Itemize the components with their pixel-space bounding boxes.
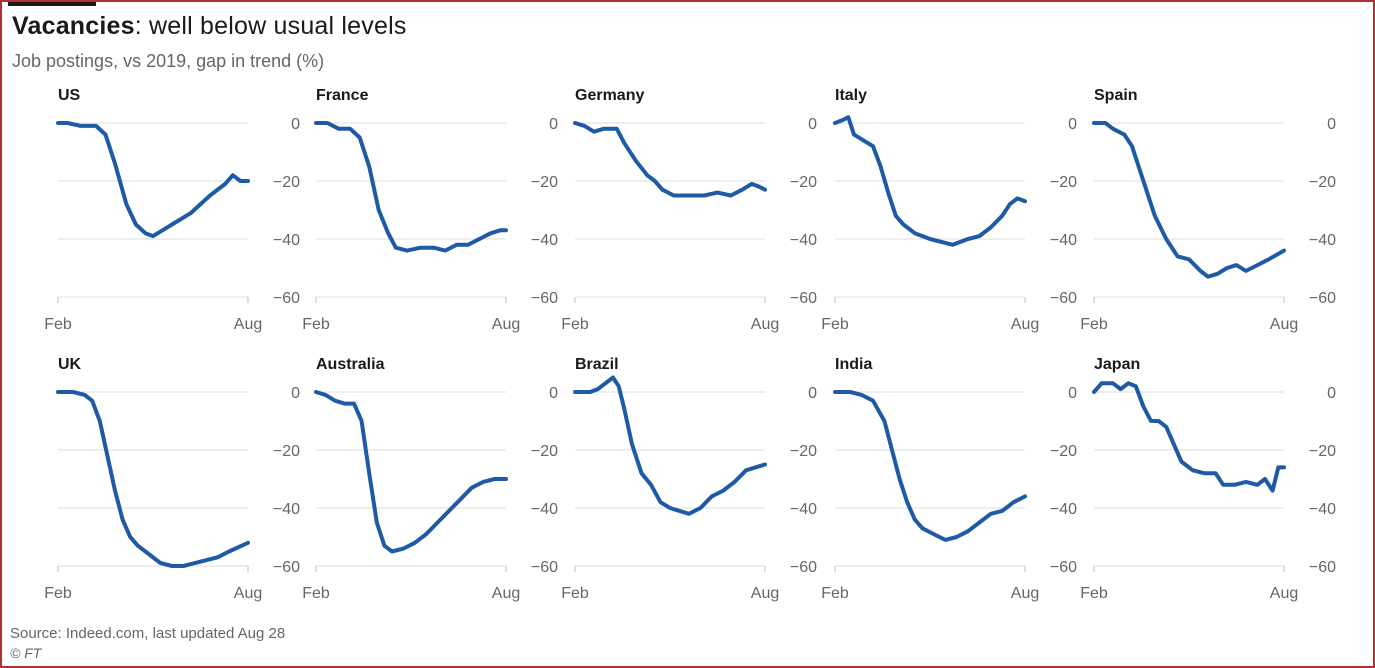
- series-line-india: [833, 390, 1027, 542]
- series-line-japan: [1092, 381, 1286, 493]
- series-line-germany: [573, 121, 767, 198]
- x-tick-label: Feb: [1080, 316, 1108, 333]
- y-tick-label: −20: [273, 174, 300, 191]
- panel-brazil: Brazil 0 −20 −40 −60 Feb Aug: [561, 356, 817, 602]
- y-tick-label: −40: [273, 232, 300, 249]
- panel-india: India 0 −20 −40 −60 Feb Aug: [821, 356, 1077, 602]
- panel-title: India: [835, 356, 872, 373]
- series-line-brazil: [573, 375, 767, 516]
- y-tick-label: −40: [531, 232, 558, 249]
- panel-title: UK: [58, 356, 82, 373]
- x-tick-label: Feb: [561, 585, 589, 602]
- source-note: Source: Indeed.com, last updated Aug 28: [10, 625, 286, 642]
- panel-title: France: [316, 87, 369, 104]
- y-tick-label: 0: [1068, 385, 1077, 402]
- y-tick-label: −20: [1050, 443, 1077, 460]
- panel-title: Brazil: [575, 356, 619, 373]
- y-tick-label: −60: [1050, 290, 1077, 307]
- x-tick-label: Aug: [234, 585, 262, 602]
- y-tick-label: −40: [273, 501, 300, 518]
- x-tick-label: Aug: [1270, 316, 1298, 333]
- series-line-us: [56, 121, 250, 239]
- y-tick-label: −40: [531, 501, 558, 518]
- panel-title: Australia: [316, 356, 385, 373]
- series-line-spain: [1092, 121, 1286, 279]
- y-tick-label: 0: [808, 385, 817, 402]
- x-tick-label: Feb: [302, 585, 330, 602]
- x-tick-label: Aug: [751, 585, 779, 602]
- x-tick-label: Feb: [44, 316, 72, 333]
- x-tick-label: Feb: [1080, 585, 1108, 602]
- series-line-uk: [56, 390, 250, 568]
- x-tick-label: Feb: [821, 316, 849, 333]
- y-tick-label: −40: [1050, 501, 1077, 518]
- y-tick-label: −20: [273, 443, 300, 460]
- y-tick-label: −60: [531, 290, 558, 307]
- y-tick-label: 0: [291, 116, 300, 133]
- y-tick-label: −60: [1309, 559, 1336, 576]
- y-tick-label: −20: [531, 174, 558, 191]
- panel-title: Germany: [575, 87, 644, 104]
- x-tick-label: Aug: [234, 316, 262, 333]
- x-tick-label: Feb: [302, 316, 330, 333]
- y-tick-label: −60: [273, 559, 300, 576]
- series-line-australia: [314, 390, 508, 554]
- y-tick-label: −60: [1309, 290, 1336, 307]
- panel-japan: Japan 0 −20 −40 −60 Feb Aug: [1080, 356, 1336, 602]
- panel-title: Italy: [835, 87, 867, 104]
- y-tick-label: −40: [1309, 501, 1336, 518]
- x-tick-label: Aug: [492, 585, 520, 602]
- y-tick-label: −60: [1050, 559, 1077, 576]
- x-tick-label: Feb: [821, 585, 849, 602]
- y-tick-label: −60: [790, 559, 817, 576]
- x-tick-label: Aug: [492, 316, 520, 333]
- y-tick-label: 0: [808, 116, 817, 133]
- y-tick-label: −40: [1050, 232, 1077, 249]
- y-tick-label: 0: [549, 116, 558, 133]
- x-tick-label: Aug: [1270, 585, 1298, 602]
- y-tick-label: −60: [531, 559, 558, 576]
- x-tick-label: Feb: [44, 585, 72, 602]
- panel-uk: UK 0 −20 −40 −60 Feb Aug: [44, 356, 300, 602]
- panel-spain: Spain 0 −20 −40 −60 Feb Aug: [1080, 87, 1336, 333]
- y-tick-label: −40: [1309, 232, 1336, 249]
- panel-france: France 0 −20 −40 −60 Feb Aug: [302, 87, 558, 333]
- panel-title: US: [58, 87, 81, 104]
- x-tick-label: Aug: [1011, 585, 1039, 602]
- panel-germany: Germany 0 −20 −40 −60 Feb Aug: [561, 87, 817, 333]
- credit-note: © FT: [10, 645, 42, 661]
- panel-title: Spain: [1094, 87, 1138, 104]
- panel-australia: Australia 0 −20 −40 −60 Feb Aug: [302, 356, 558, 602]
- y-tick-label: −20: [1309, 174, 1336, 191]
- chart-subtitle: Job postings, vs 2019, gap in trend (%): [12, 51, 325, 71]
- y-tick-label: −60: [790, 290, 817, 307]
- chart-title: Vacancies: well below usual levels: [12, 12, 407, 41]
- brand-bar: [8, 2, 96, 6]
- y-tick-label: −60: [273, 290, 300, 307]
- x-tick-label: Aug: [751, 316, 779, 333]
- y-tick-label: 0: [1327, 116, 1336, 133]
- y-tick-label: −20: [790, 174, 817, 191]
- y-tick-label: −40: [790, 232, 817, 249]
- chart-title-rest: : well below usual levels: [134, 12, 407, 40]
- y-tick-label: 0: [1327, 385, 1336, 402]
- y-tick-label: −40: [790, 501, 817, 518]
- y-tick-label: 0: [291, 385, 300, 402]
- y-tick-label: −20: [531, 443, 558, 460]
- y-tick-label: 0: [1068, 116, 1077, 133]
- x-tick-label: Aug: [1011, 316, 1039, 333]
- panel-title: Japan: [1094, 356, 1140, 373]
- panel-italy: Italy 0 −20 −40 −60 Feb Aug: [821, 87, 1077, 333]
- y-tick-label: −20: [790, 443, 817, 460]
- series-line-italy: [833, 115, 1027, 247]
- y-tick-label: 0: [549, 385, 558, 402]
- y-tick-label: −20: [1309, 443, 1336, 460]
- panel-us: US 0 −20 −40 −60 Feb Aug: [44, 87, 300, 333]
- y-tick-label: −20: [1050, 174, 1077, 191]
- series-line-france: [314, 121, 508, 253]
- x-tick-label: Feb: [561, 316, 589, 333]
- chart-title-bold: Vacancies: [12, 12, 135, 40]
